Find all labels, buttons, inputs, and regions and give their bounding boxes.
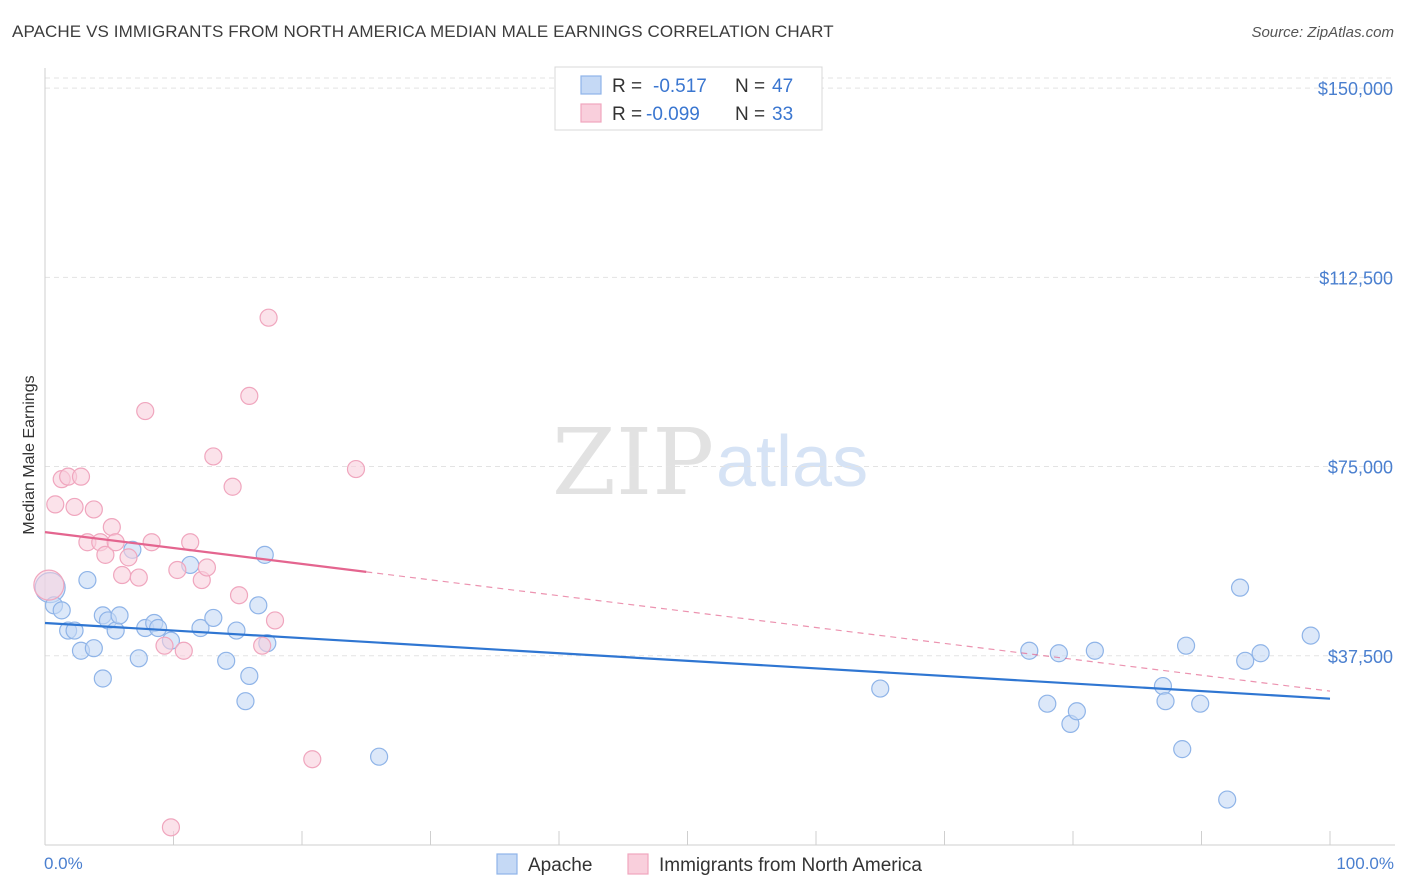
point-1-18 (161, 818, 181, 837)
gridlines (45, 77, 1395, 657)
point-0-6 (78, 570, 97, 590)
point-0-43 (1230, 578, 1250, 597)
chart-title: APACHE VS IMMIGRANTS FROM NORTH AMERICA … (12, 22, 834, 41)
series-layer (33, 308, 1331, 837)
bottom-legend-swatch-apache (496, 853, 518, 875)
point-1-27 (240, 386, 259, 406)
point-1-1 (46, 495, 65, 514)
legend-r-value-immigrants: -0.099 (646, 104, 700, 125)
point-1-12 (112, 565, 132, 585)
point-0-33 (1049, 644, 1068, 663)
point-1-21 (181, 533, 200, 552)
point-0-26 (249, 596, 268, 615)
point-1-9 (96, 545, 115, 564)
point-0-40 (1176, 636, 1196, 655)
legend-n-label-immigrants: N = (735, 104, 765, 125)
legend-swatch-immigrants (580, 103, 602, 123)
point-0-46 (1301, 626, 1320, 645)
x-tick-label-min: 0.0% (44, 854, 83, 873)
y-axis-label: Median Male Earnings (21, 375, 38, 534)
legend-r-label-apache: R = (612, 76, 642, 97)
point-0-7 (84, 639, 103, 658)
y-tick-label-3: $150,000 (1318, 79, 1393, 99)
point-0-37 (1153, 676, 1173, 696)
point-1-32 (346, 459, 366, 479)
point-1-0 (33, 569, 65, 601)
point-0-45 (1251, 644, 1270, 663)
point-1-23 (197, 558, 217, 577)
point-1-20 (174, 641, 193, 660)
watermark-atlas: atlas (716, 422, 868, 502)
series-1 (33, 308, 1331, 837)
point-0-30 (871, 679, 890, 698)
y-axis-tick-labels: $37,500 $75,000 $112,500 $150,000 (1318, 79, 1393, 667)
point-1-14 (129, 568, 148, 587)
point-1-13 (119, 548, 138, 567)
watermark-zip: ZIP (552, 409, 714, 516)
series-legend: Apache Immigrants from North America (496, 853, 922, 876)
y-tick-label-0: $37,500 (1328, 647, 1393, 667)
point-1-19 (168, 560, 187, 580)
point-0-31 (1020, 641, 1039, 660)
bottom-legend-label-immigrants: Immigrants from North America (659, 855, 922, 876)
point-0-14 (129, 649, 148, 668)
trendline-dashed-1 (366, 571, 1331, 692)
y-tick-label-2: $112,500 (1319, 268, 1393, 288)
point-0-12 (110, 606, 129, 625)
legend-r-value-apache: -0.517 (653, 76, 707, 97)
point-1-29 (259, 308, 278, 327)
point-0-32 (1038, 694, 1057, 713)
point-1-15 (136, 401, 155, 421)
point-0-4 (65, 621, 84, 640)
x-tick-label-max: 100.0% (1336, 854, 1394, 873)
point-1-4 (65, 497, 84, 517)
bottom-legend-swatch-immigrants (627, 853, 649, 875)
point-1-30 (265, 611, 285, 630)
point-1-10 (102, 517, 121, 537)
trendline-solid-0 (44, 621, 1331, 700)
point-1-24 (204, 447, 223, 466)
point-1-25 (223, 477, 242, 496)
point-0-8 (93, 669, 112, 688)
chart-source: Source: ZipAtlas.com (1251, 24, 1394, 41)
point-0-25 (240, 666, 259, 686)
point-0-36 (1085, 641, 1104, 660)
x-axis-ticks (44, 831, 1331, 845)
point-1-31 (303, 750, 322, 769)
point-0-24 (236, 692, 255, 711)
point-1-16 (142, 533, 161, 552)
y-tick-label-1: $75,000 (1328, 458, 1393, 478)
point-1-5 (71, 467, 91, 486)
point-0-39 (1173, 740, 1192, 759)
point-0-42 (1218, 790, 1237, 809)
point-0-41 (1191, 694, 1210, 713)
point-0-21 (204, 608, 223, 628)
point-0-29 (370, 747, 389, 766)
legend-n-value-immigrants: 33 (772, 104, 793, 125)
series-0 (34, 540, 1331, 809)
trendline-solid-1 (44, 531, 367, 573)
point-0-35 (1067, 702, 1086, 721)
point-1-28 (253, 636, 272, 655)
legend-n-label-apache: N = (735, 76, 765, 97)
legend-swatch-apache (580, 75, 602, 95)
point-1-7 (84, 500, 103, 519)
point-1-26 (229, 586, 249, 605)
bottom-legend-label-apache: Apache (528, 855, 592, 876)
point-0-11 (106, 621, 125, 640)
legend-n-value-apache: 47 (772, 76, 793, 97)
point-0-38 (1156, 692, 1175, 711)
point-0-2 (52, 601, 71, 620)
correlation-legend: R = -0.517 N = 47 R = -0.099 N = 33 (554, 66, 823, 131)
point-0-44 (1236, 651, 1255, 670)
point-0-17 (148, 618, 168, 638)
legend-r-label-immigrants: R = (612, 104, 642, 125)
point-1-17 (155, 636, 174, 655)
point-0-23 (227, 621, 246, 640)
point-0-22 (217, 651, 236, 670)
